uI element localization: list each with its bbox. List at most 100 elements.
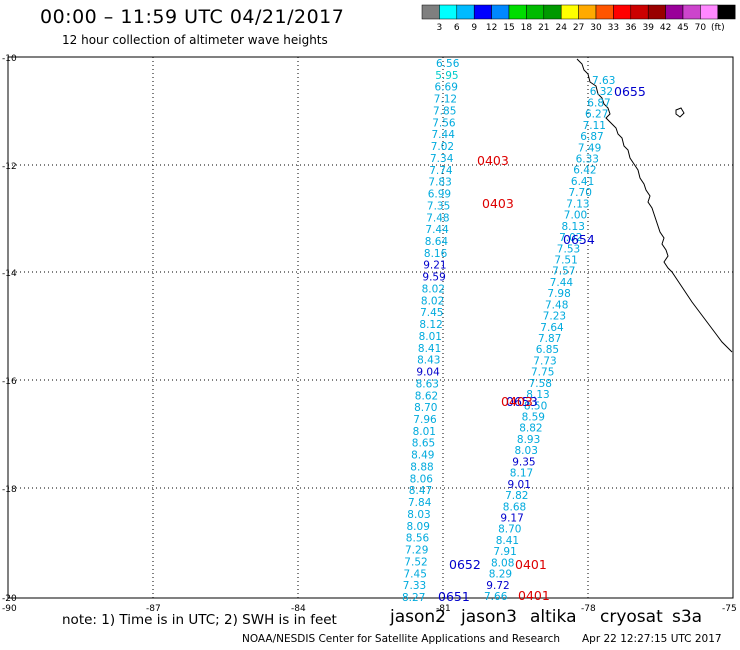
track-b-value: 9.01 [508,479,531,491]
track-b-value: 8.50 [524,400,547,412]
track-a-value: 8.88 [410,462,433,474]
track-a-value: 8.49 [411,450,434,462]
footer-timestamp: Apr 22 12:27:15 UTC 2017 [582,633,722,645]
track-a-value: 8.27 [402,592,425,604]
satellite-legend-cryosat: cryosat [600,607,663,627]
track-a-value: 8.41 [418,343,441,355]
pass-time-label: 0655 [614,84,646,99]
lon-label: -75 [722,604,737,614]
pass-time-label: 0403 [482,196,514,211]
track-b-value: 7.91 [493,546,516,558]
track-a-value: 8.47 [409,485,432,497]
units-note: note: 1) Time is in UTC; 2) SWH is in fe… [62,612,337,628]
lat-label: -12 [2,162,17,172]
track-b-value: 7.02 [559,232,582,244]
legend-tick-label: 27 [573,23,584,33]
track-b-value: 8.70 [498,524,521,536]
track-b-value: 7.53 [557,243,580,255]
legend-tick-label: 6 [454,23,460,33]
track-b-value: 7.13 [566,198,589,210]
legend-swatch [508,4,527,20]
legend-tick-label: 24 [555,23,567,33]
track-a-value: 8.03 [407,509,430,521]
track-b-value: 7.63 [592,75,615,87]
track-b-value: 7.73 [533,355,556,367]
footer-credit: NOAA/NESDIS Center for Satellite Applica… [242,633,560,645]
track-b-value: 8.68 [503,501,526,513]
lat-label: -18 [2,485,17,495]
track-b-value: 8.59 [522,412,545,424]
track-a-value: 9.04 [416,367,440,379]
track-b-value: 8.13 [526,389,549,401]
pass-time-label: 0654 [563,232,595,247]
track-a-value: 7.35 [427,200,450,212]
track-a-value: 7.52 [404,556,427,568]
track-a-value: 8.16 [424,248,448,260]
track-b-value: 8.03 [515,445,538,457]
track-b-value: 7.64 [540,322,564,334]
track-a-value: 8.01 [413,426,436,438]
track-a-value: 8.43 [417,355,440,367]
legend-tick-label: 33 [608,23,619,33]
track-b-value: 8.08 [491,557,514,569]
track-b-value: 7.98 [547,288,570,300]
legend-tick-label: 42 [660,23,671,33]
legend-tick-label: 9 [471,23,477,33]
legend-tick-label: 39 [642,23,654,33]
track-a-value: 7.85 [433,106,456,118]
track-a-values: 6.565.956.697.127.857.567.447.027.347.74… [402,58,460,604]
satellite-legend-jason3: jason3 [461,607,517,627]
legend-swatch [647,4,666,20]
legend-tick-label: 70 [695,23,707,33]
track-b-value: 8.29 [489,569,512,581]
legend-swatch [526,4,545,20]
track-a-value: 7.45 [420,307,443,319]
map-frame [7,56,734,599]
track-b-value: 7.82 [505,490,528,502]
lon-label: -78 [581,604,596,614]
coastline-peru [576,58,733,353]
pass-time-label: 0652 [449,557,481,572]
legend-swatch [456,4,475,20]
track-a-value: 7.74 [429,165,453,177]
track-b-value: 7.44 [550,277,574,289]
track-b-values: 7.636.326.876.277.116.877.496.336.426.41… [484,75,615,603]
lon-label: -90 [2,604,17,614]
track-a-value: 8.70 [414,402,437,414]
track-a-value: 9.59 [422,272,445,284]
pass-time-label: 0651 [438,589,470,604]
track-b-value: 7.66 [484,591,508,603]
legend-swatch [473,4,492,20]
lon-label: -84 [291,604,306,614]
track-b-value: 9.72 [486,580,509,592]
pass-time-label: 0403 [501,394,533,409]
map-title: 00:00 – 11:59 UTC 04/21/2017 [40,6,345,28]
legend-swatch [491,4,510,20]
track-b-value: 8.13 [562,221,585,233]
track-b-value: 6.33 [576,154,599,166]
track-b-value: 8.82 [519,423,542,435]
legend-tick-label: 15 [503,23,514,33]
track-a-value: 6.56 [436,58,460,70]
legend-swatch [595,4,614,20]
track-a-value: 7.45 [404,568,427,580]
track-a-value: 7.12 [434,94,457,106]
pass-time-label: 0403 [477,153,509,168]
track-a-value: 5.95 [435,70,458,82]
satellite-legend-jason2: jason2 [390,607,446,627]
lat-label: -16 [2,377,17,387]
pass-time-label: 0401 [515,557,547,572]
legend-swatch [560,4,579,20]
pass-time-label: 0653 [506,394,538,409]
track-a-value: 8.63 [416,378,439,390]
track-a-value: 7.34 [430,153,454,165]
track-a-value: 7.33 [403,580,426,592]
track-b-value: 7.23 [543,311,566,323]
track-b-value: 9.17 [500,513,523,525]
track-a-value: 7.44 [432,129,456,141]
track-b-value: 7.00 [564,210,587,222]
track-b-value: 7.75 [531,367,554,379]
track-a-value: 8.65 [412,438,435,450]
pass-time-label: 0401 [518,588,550,603]
track-b-value: 8.41 [496,535,519,547]
